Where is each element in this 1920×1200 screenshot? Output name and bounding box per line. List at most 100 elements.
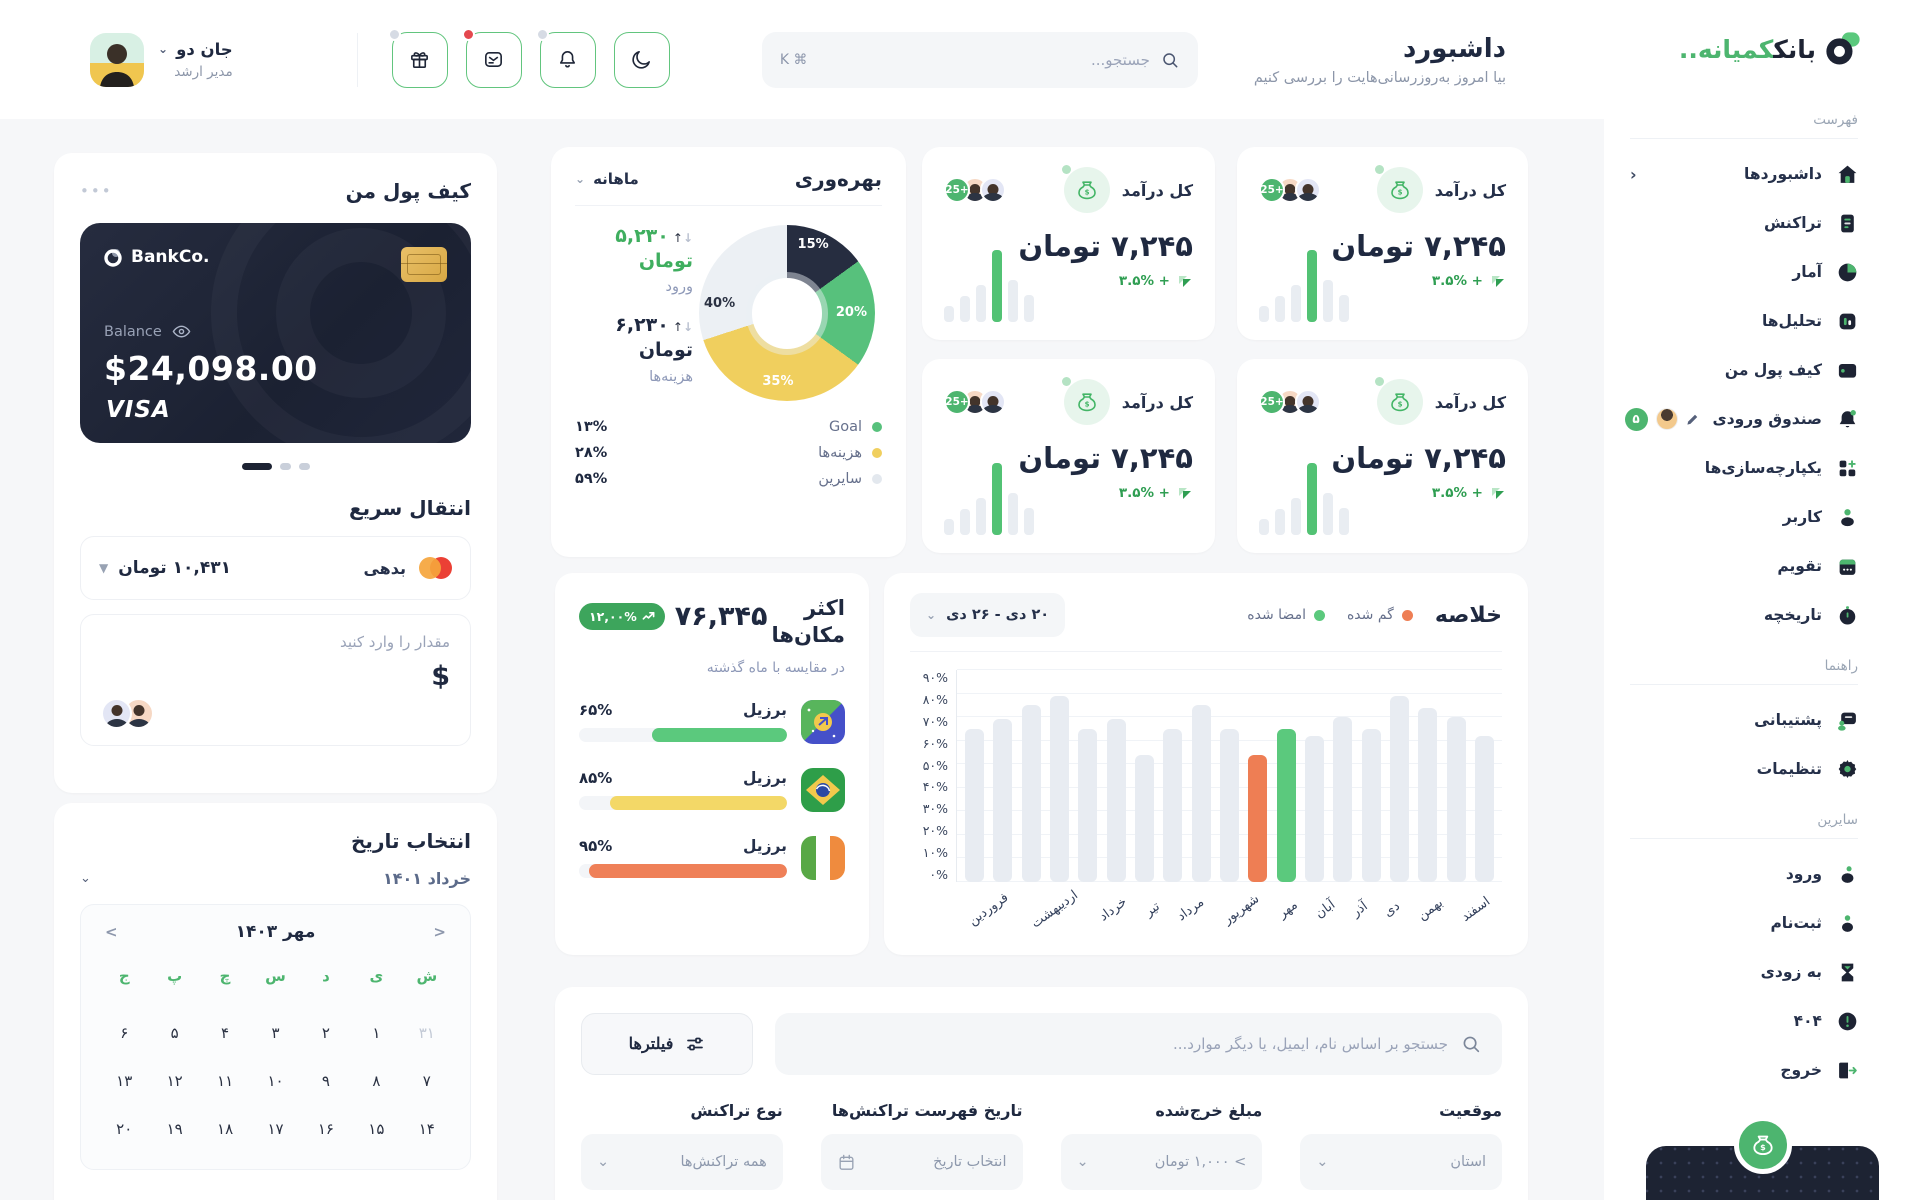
weekday-label: ش <box>416 967 438 985</box>
expand-chevron-icon[interactable]: ‹ <box>1630 164 1637 184</box>
gifts-button[interactable] <box>387 27 448 88</box>
topbar: داشبورد بیا امروز به‌روزرسانی‌هایت را بر… <box>0 0 1604 119</box>
global-search[interactable]: K ⌘ <box>761 31 1198 88</box>
transfer-recipients[interactable] <box>101 698 154 729</box>
svg-text:$: $ <box>1397 401 1402 409</box>
calendar-day[interactable]: ۱۳ <box>116 1072 133 1090</box>
calendar-prev-button[interactable]: < <box>433 923 446 941</box>
summary-bar <box>1134 754 1154 882</box>
location-select[interactable]: استان ⌄ <box>1300 1134 1502 1190</box>
calendar-day[interactable]: ۱۰ <box>267 1072 284 1090</box>
calendar-day[interactable]: ۴ <box>221 1024 230 1042</box>
amount-placeholder: مقدار را وارد کنید <box>339 633 450 651</box>
transactions-search[interactable] <box>775 1013 1502 1075</box>
sidebar-item-user[interactable]: کاربر <box>1630 500 1858 534</box>
svg-text:$: $ <box>1760 1142 1766 1152</box>
mini-bar-chart <box>944 463 1040 535</box>
sidebar-item-transactions[interactable]: تراکنش <box>1630 206 1858 240</box>
chevron-down-icon: ⌄ <box>597 1154 610 1170</box>
legend-item: گم شده <box>1347 607 1413 623</box>
carousel-dot[interactable] <box>298 463 310 470</box>
sidebar-item-support[interactable]: پشتیبانی <box>1630 703 1858 737</box>
sidebar-item-login[interactable]: ورود <box>1630 857 1858 891</box>
sidebar-item-dashboards[interactable]: داشبوردها ‹ <box>1630 157 1858 191</box>
x-tick-label: آبان <box>1312 897 1339 922</box>
debit-select[interactable]: بدهی ۱۰,۴۳۱ تومان ▼ <box>80 536 471 600</box>
calendar-day[interactable]: ۱۹ <box>166 1120 183 1138</box>
calendar-day[interactable]: ۳ <box>271 1024 280 1042</box>
carousel-dot-active[interactable] <box>241 463 272 470</box>
mini-bar <box>1259 306 1269 322</box>
sidebar-item-logout[interactable]: خروج <box>1630 1053 1858 1087</box>
calendar-day[interactable]: ۱۷ <box>267 1120 284 1138</box>
avatar <box>1295 177 1321 203</box>
mini-bar <box>1024 507 1034 535</box>
search-input[interactable] <box>817 50 1150 69</box>
messages-button[interactable] <box>461 27 522 88</box>
mini-bar <box>1307 463 1317 535</box>
place-percent: ۸۵% <box>579 769 613 788</box>
user-menu[interactable]: جان دو ⌄ مدیر ارشد <box>90 32 233 87</box>
calendar-day[interactable]: ۹ <box>321 1072 330 1090</box>
amount-input-box[interactable]: مقدار را وارد کنید $ <box>80 614 471 746</box>
carousel-dot[interactable] <box>279 463 291 470</box>
income-label: ورود <box>665 279 693 296</box>
calendar-day[interactable]: ۱۸ <box>217 1120 234 1138</box>
revenue-card: کل درآمد $ 25+ ۷,۲۴۵ تومان + ۳.۵% <box>1237 147 1528 340</box>
mini-bar <box>960 509 970 535</box>
sidebar-item-signup[interactable]: ثبت‌نام <box>1630 906 1858 940</box>
gear-icon <box>1836 758 1858 780</box>
sidebar-item-404[interactable]: ۴۰۴ <box>1630 1004 1858 1038</box>
calendar-day[interactable]: ۳۱ <box>418 1024 435 1042</box>
calendar-day[interactable]: ۲۰ <box>116 1120 133 1138</box>
eye-icon[interactable] <box>172 322 191 341</box>
sidebar-item-my-wallet[interactable]: کیف پول من <box>1630 353 1858 387</box>
calendar-day[interactable]: ۱۴ <box>418 1120 435 1138</box>
wallet-menu-button[interactable]: ••• <box>80 182 113 200</box>
calendar-day[interactable]: ۷ <box>422 1072 431 1090</box>
debit-label: بدهی <box>363 558 406 578</box>
sidebar-item-history[interactable]: تاریخچه <box>1630 598 1858 632</box>
calendar-day[interactable]: ۶ <box>120 1024 129 1042</box>
calendar-day[interactable]: ۲ <box>321 1024 330 1042</box>
period-select[interactable]: ماهانه ⌄ <box>575 170 639 188</box>
calendar-next-button[interactable]: > <box>105 923 118 941</box>
date-select[interactable]: خرداد ۱۴۰۱ ⌄ <box>80 869 471 888</box>
revenue-delta: + ۳.۵% <box>1118 485 1170 501</box>
trend-icon <box>1177 485 1193 501</box>
sidebar-promo-card[interactable]: $ <box>1646 1116 1879 1200</box>
sidebar-item-calendar[interactable]: تقویم <box>1630 549 1858 583</box>
sidebar-item-coming-soon[interactable]: به زودی <box>1630 955 1858 989</box>
amount-select[interactable]: > ۱,۰۰۰ تومان ⌄ <box>1060 1134 1263 1190</box>
filters-button[interactable]: فیلترها <box>581 1013 753 1075</box>
sidebar-item-inbox[interactable]: صندوق ورودی ۵ <box>1624 402 1858 436</box>
calendar-day[interactable]: ۱ <box>372 1024 381 1042</box>
mini-bar-chart <box>944 250 1040 322</box>
calendar-day[interactable]: ۵ <box>170 1024 179 1042</box>
sidebar-item-settings[interactable]: تنظیمات <box>1630 752 1858 786</box>
sidebar-item-analytics[interactable]: تحلیل‌ها <box>1630 304 1858 338</box>
card-carousel-dots[interactable] <box>80 463 471 470</box>
flag-icon <box>801 835 845 880</box>
calendar-day[interactable]: ۱۲ <box>166 1072 183 1090</box>
sidebar-item-integrations[interactable]: یکپارچه‌سازی‌ها <box>1630 451 1858 485</box>
date-filter-select[interactable]: انتخاب تاریخ <box>820 1134 1023 1190</box>
calendar-day[interactable]: ۱۵ <box>368 1120 385 1138</box>
money-bag-icon: $ <box>1374 377 1423 425</box>
transactions-search-input[interactable] <box>795 1035 1448 1053</box>
y-tick-label: ۱۰% <box>922 845 948 860</box>
search-shortcut: K ⌘ <box>779 51 808 68</box>
calendar-day[interactable]: ۱۱ <box>217 1072 234 1090</box>
bank-card[interactable]: BankCo. Balance $24,098.00 VISA <box>80 223 471 443</box>
calendar-day[interactable]: ۸ <box>372 1072 381 1090</box>
history-icon <box>1836 604 1858 626</box>
date-range-select[interactable]: ۲۰ دی - ۲۶ دی ⌄ <box>910 593 1066 637</box>
dark-mode-button[interactable] <box>613 31 670 88</box>
calendar-day[interactable]: ۱۶ <box>317 1120 334 1138</box>
transaction-type-select[interactable]: همه تراکنش‌ها ⌄ <box>581 1134 783 1190</box>
summary-title: خلاصه <box>1434 602 1502 628</box>
notifications-button[interactable] <box>535 27 596 88</box>
donut-segment-label: 40% <box>704 295 736 311</box>
x-tick-label: تیر <box>1141 899 1163 920</box>
sidebar-item-statistics[interactable]: آمار <box>1630 255 1858 289</box>
